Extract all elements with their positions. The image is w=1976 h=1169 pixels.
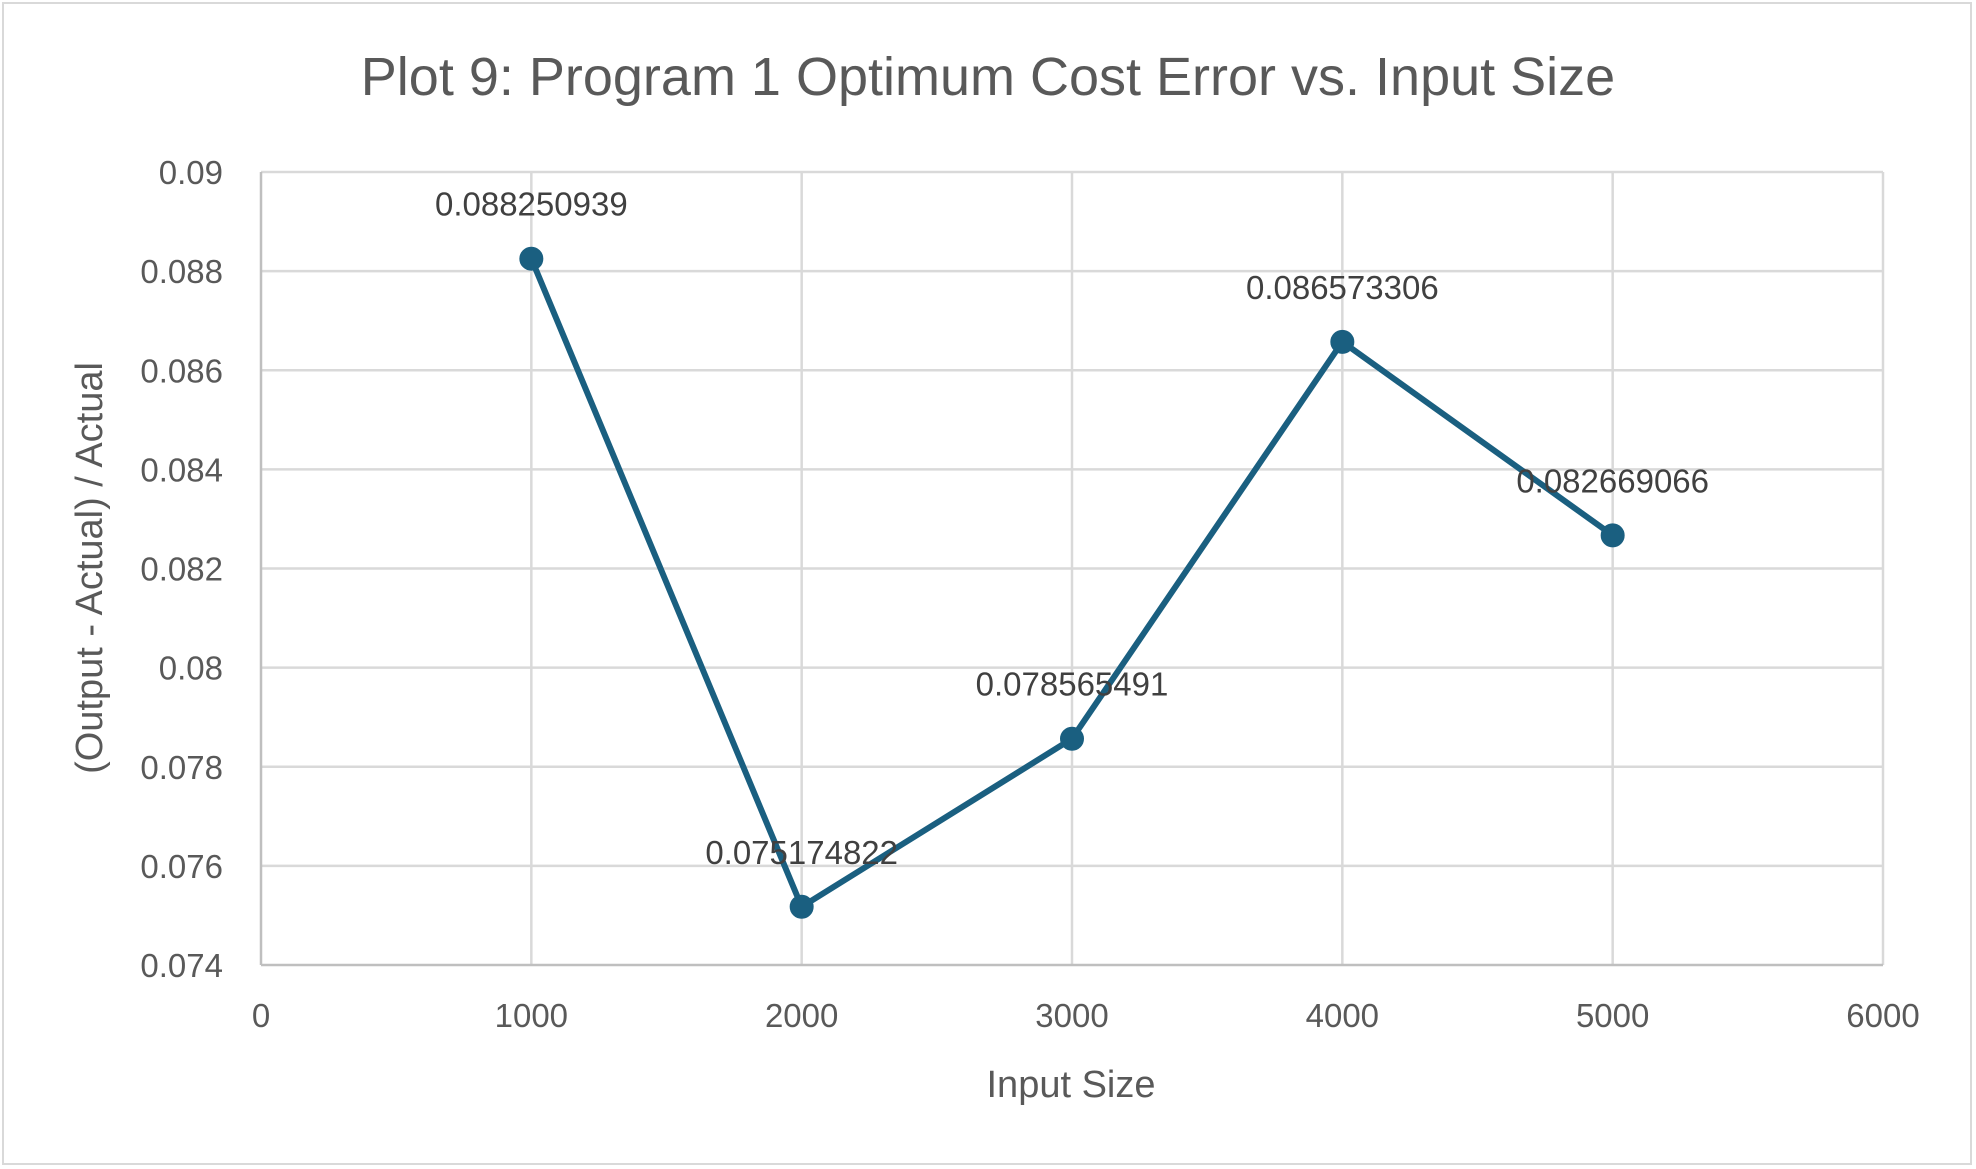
data-label: 0.088250939 (435, 186, 628, 223)
x-axis-tick-labels: 0 1000 2000 3000 4000 5000 6000 (252, 997, 1920, 1034)
x-tick-label: 0 (252, 997, 270, 1034)
data-label: 0.075174822 (705, 834, 898, 871)
y-tick-label: 0.088 (140, 253, 223, 290)
gridlines (261, 170, 1885, 965)
data-labels: 0.088250939 0.075174822 0.078565491 0.08657… (435, 186, 1709, 871)
y-axis-tick-labels: 0.074 0.076 0.078 0.08 0.082 0.084 0.086 0.088 0… (140, 154, 223, 984)
y-tick-label: 0.074 (140, 947, 223, 984)
x-tick-label: 6000 (1846, 997, 1919, 1034)
data-label: 0.086573306 (1246, 269, 1439, 306)
y-tick-label: 0.078 (140, 749, 223, 786)
y-tick-label: 0.076 (140, 848, 223, 885)
y-tick-label: 0.084 (140, 451, 223, 488)
x-tick-label: 2000 (765, 997, 838, 1034)
x-tick-label: 5000 (1576, 997, 1649, 1034)
data-point (519, 246, 544, 271)
data-point (1600, 523, 1625, 548)
y-tick-label: 0.086 (140, 352, 223, 389)
x-tick-label: 1000 (495, 997, 568, 1034)
data-point (1060, 726, 1084, 751)
x-axis-title: Input Size (987, 1064, 1156, 1106)
y-tick-label: 0.082 (140, 551, 223, 588)
series-group (519, 246, 1625, 919)
y-tick-label: 0.09 (159, 154, 223, 191)
y-tick-label: 0.08 (159, 650, 223, 687)
data-label: 0.078565491 (976, 666, 1169, 703)
x-tick-label: 3000 (1035, 997, 1108, 1034)
chart-title: Plot 9: Program 1 Optimum Cost Error vs.… (361, 47, 1615, 107)
x-tick-label: 4000 (1306, 997, 1379, 1034)
data-point (789, 894, 814, 919)
y-axis-title: (Output - Actual) / Actual (69, 362, 111, 774)
axes (259, 172, 1883, 967)
data-point (1330, 329, 1355, 354)
data-label: 0.082669066 (1516, 462, 1709, 499)
